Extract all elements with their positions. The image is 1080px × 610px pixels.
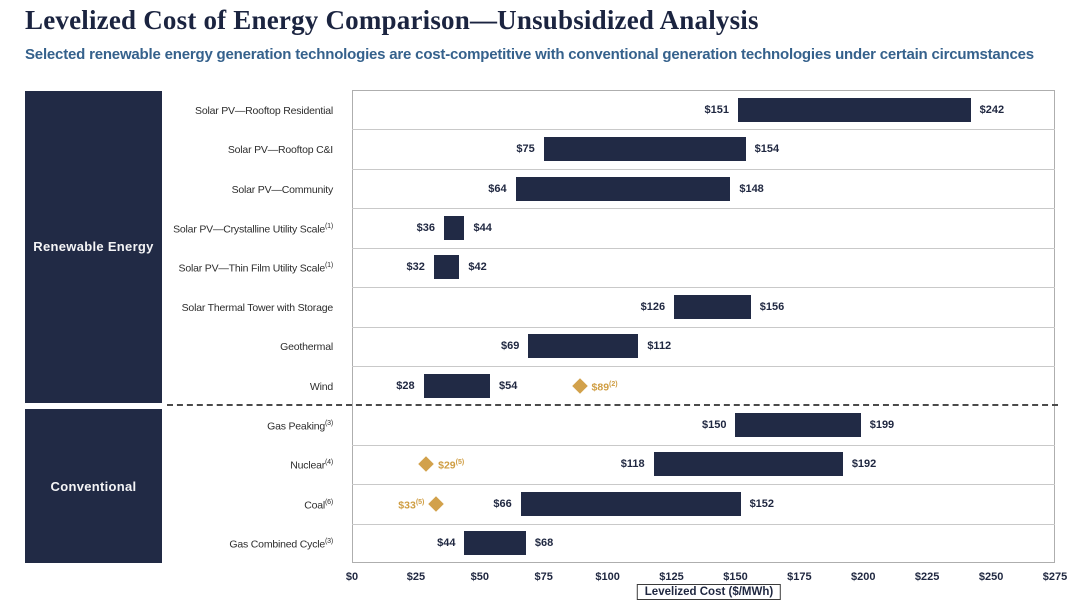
row-label: Solar PV—Crystalline Utility Scale(1) — [173, 222, 333, 236]
bar-max-label: $242 — [979, 103, 1005, 116]
row-label: Coal(6) — [304, 498, 333, 512]
bar-max-label: $112 — [647, 340, 672, 353]
row-label: Solar PV—Thin Film Utility Scale(1) — [178, 262, 334, 275]
range-bar — [528, 334, 639, 359]
x-axis-tick-label: $100 — [595, 571, 620, 583]
range-bar — [735, 413, 861, 438]
row-label: Solar PV—Rooftop C&I — [227, 144, 333, 157]
row-gridline — [352, 168, 1055, 170]
range-bar — [444, 215, 465, 240]
row-gridline — [352, 129, 1055, 131]
bar-max-label: $42 — [468, 261, 487, 274]
bar-max-label: $156 — [759, 300, 785, 313]
x-axis-tick-label: $275 — [1042, 571, 1068, 583]
x-axis-tick-label: $125 — [659, 571, 684, 583]
row-label: Solar PV—Rooftop Residential — [195, 104, 333, 117]
marker-value-label: $29(5) — [438, 459, 465, 472]
range-bar — [464, 531, 526, 556]
range-bar — [738, 97, 971, 122]
row-gridline — [352, 523, 1055, 525]
range-bar — [653, 452, 843, 477]
group-box-renewable-energy: Renewable Energy — [25, 90, 162, 403]
bar-min-label: $36 — [416, 221, 436, 234]
x-axis-tick-label: $200 — [851, 571, 876, 583]
range-bar — [423, 373, 491, 398]
row-gridline — [352, 444, 1055, 446]
group-box-conventional: Conventional — [25, 409, 162, 563]
marker-value-label: $33(5) — [398, 498, 425, 512]
marker-value-label: $89(2) — [591, 380, 618, 393]
row-gridline — [352, 208, 1055, 210]
bar-min-label: $32 — [406, 261, 425, 274]
bar-min-label: $66 — [493, 497, 512, 510]
page-subtitle: Selected renewable energy generation tec… — [25, 46, 1034, 63]
bar-min-label: $151 — [704, 103, 730, 116]
x-axis-tick-label: $225 — [914, 571, 940, 583]
bar-min-label: $118 — [620, 458, 645, 471]
x-axis-title: Levelized Cost ($/MWh) — [636, 584, 782, 600]
row-gridline — [352, 365, 1055, 367]
bar-max-label: $154 — [754, 143, 780, 156]
bar-min-label: $75 — [516, 143, 535, 156]
bar-max-label: $199 — [869, 419, 895, 432]
x-axis-tick-label: $250 — [978, 571, 1004, 583]
x-axis-tick-label: $25 — [406, 571, 426, 583]
x-axis-tick-label: $75 — [534, 571, 553, 583]
bar-min-label: $126 — [640, 300, 666, 313]
row-label: Solar PV—Community — [231, 183, 334, 196]
bar-min-label: $44 — [437, 537, 456, 550]
bar-min-label: $28 — [396, 379, 415, 392]
bar-min-label: $64 — [488, 182, 507, 195]
range-bar — [543, 137, 746, 162]
row-gridline — [352, 326, 1055, 328]
range-bar — [515, 176, 731, 201]
bar-max-label: $44 — [473, 221, 492, 234]
bar-min-label: $150 — [701, 419, 727, 432]
row-label: Geothermal — [280, 341, 333, 354]
bar-max-label: $192 — [851, 458, 877, 471]
section-divider-dashed-line — [167, 404, 1058, 407]
x-axis-tick-label: $150 — [723, 571, 748, 583]
row-label: Wind — [309, 380, 333, 393]
row-label: Gas Combined Cycle(3) — [229, 538, 333, 551]
range-bar — [433, 255, 460, 280]
row-gridline — [352, 287, 1055, 289]
x-axis-tick-label: $0 — [345, 571, 359, 583]
bar-min-label: $69 — [501, 340, 520, 353]
x-axis-tick-label: $50 — [470, 571, 489, 583]
bar-max-label: $68 — [534, 537, 554, 550]
row-gridline — [352, 247, 1055, 249]
bar-max-label: $148 — [739, 182, 764, 195]
row-label: Gas Peaking(3) — [267, 419, 333, 433]
range-bar — [520, 491, 741, 516]
bar-max-label: $54 — [499, 379, 518, 392]
page-title: Levelized Cost of Energy Comparison—Unsu… — [25, 5, 759, 35]
row-label: Solar Thermal Tower with Storage — [181, 301, 334, 314]
bar-max-label: $152 — [749, 497, 775, 510]
row-label: Nuclear(4) — [290, 459, 333, 472]
range-bar — [674, 294, 751, 319]
x-axis-tick-label: $175 — [787, 571, 812, 583]
row-gridline — [352, 484, 1055, 486]
